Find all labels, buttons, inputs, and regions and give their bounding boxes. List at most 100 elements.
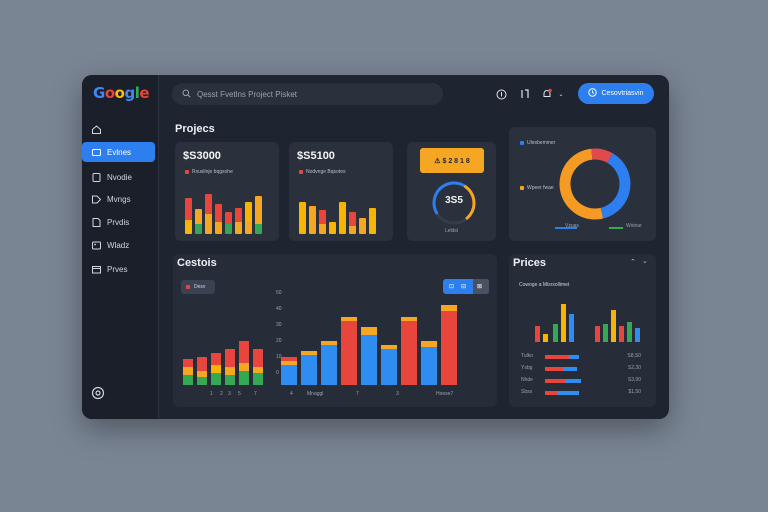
sidebar-item-prves[interactable]: Prves: [82, 259, 159, 279]
bar: [319, 210, 326, 234]
bar: [255, 196, 262, 234]
price-value: S2,30: [627, 365, 641, 371]
metric-bar-chart: [185, 193, 262, 234]
legend-label: Wpeer fwae: [527, 185, 554, 191]
metric-card-1[interactable]: $S3000 Rxuslinje bqgsohe: [175, 142, 279, 241]
search-input[interactable]: Qesst Fvetlns Project Pisket: [197, 89, 298, 99]
logo-letter: o: [104, 84, 115, 102]
bar-segment: [369, 208, 376, 234]
price-row[interactable]: Tulko S8,S0: [519, 353, 651, 361]
costs-bar-chart: [181, 292, 481, 390]
bar-segment: [349, 212, 356, 226]
bar-segment: [197, 377, 207, 385]
bar-segment: [205, 194, 212, 214]
metric-card-2[interactable]: $S5100 Nodvnge Bqsotes: [289, 142, 393, 241]
chevron-down-icon[interactable]: ⌄: [642, 258, 648, 265]
x-tick: Mnaggl: [307, 391, 324, 397]
bar-segment: [281, 357, 297, 361]
filter-dropdown[interactable]: Desv: [181, 280, 215, 294]
price-label: Nhde: [521, 377, 533, 383]
bar-segment: [239, 363, 249, 371]
settings-icon[interactable]: [91, 386, 105, 405]
view-toggle[interactable]: ⊡ ⊟ ⊠: [443, 279, 489, 294]
prices-subtitle: Cowoge a Misrsollimet: [519, 282, 570, 288]
chevron-down-icon[interactable]: ⌄: [558, 91, 564, 98]
gauge-arc: [432, 181, 476, 225]
bar-segment: [309, 206, 316, 234]
bar-segment: [441, 311, 457, 385]
sidebar-item-wladz[interactable]: Wladz: [82, 235, 159, 255]
file-icon: [91, 217, 102, 228]
y-tick: 20: [276, 338, 282, 344]
chevron-up-icon[interactable]: ⌃: [630, 259, 636, 266]
bar: [309, 206, 316, 234]
bar-segment: [321, 345, 337, 385]
donut-card[interactable]: Ulesbemmer Wpeer fwae Vzuas Woinar: [509, 127, 656, 241]
x-tick: 3: [396, 391, 399, 397]
bar-segment: [183, 359, 193, 367]
search-bar[interactable]: Qesst Fvetlns Project Pisket: [172, 83, 443, 105]
footer-swatch: [609, 227, 623, 229]
legend-swatch: [520, 141, 524, 145]
bar: [339, 202, 346, 234]
y-tick: 30: [276, 322, 282, 328]
bar: [245, 202, 252, 234]
bar-segment: [329, 222, 336, 234]
sidebar-item-label: Prves: [107, 264, 128, 274]
box-icon: [91, 264, 102, 275]
projects-title: Projecs: [175, 123, 215, 135]
bar-segment: [341, 321, 357, 385]
bar: [595, 326, 600, 342]
sidebar-item-label: Prvdis: [107, 217, 130, 227]
sidebar-item-prvdis[interactable]: Prvdis: [82, 212, 159, 232]
sidebar-item-nvodie[interactable]: Nvodie: [82, 167, 159, 187]
bar: [195, 209, 202, 234]
bar: [627, 322, 632, 342]
price-row[interactable]: Ysbg S2,30: [519, 365, 651, 373]
bar-segment: [349, 226, 356, 234]
logo-letter: l: [134, 84, 140, 102]
price-row[interactable]: Sbss $1,50: [519, 389, 651, 397]
bar: [185, 198, 192, 234]
sidebar-item-label: Mvngs: [107, 194, 131, 204]
metric-subtitle-text: Rxuslinje bqgsohe: [192, 169, 233, 175]
gauge-card[interactable]: ⚠ $ 2 8 1 8 3S5 Leldsl: [407, 142, 496, 241]
sidebar-item-home[interactable]: [82, 119, 159, 139]
footer-label: Woinar: [626, 223, 642, 229]
prices-bar-chart: [517, 294, 647, 342]
gauge-value: 3S5: [445, 195, 463, 206]
primary-action-button[interactable]: Cesovtriasvin: [578, 83, 654, 104]
bar-segment: [225, 375, 235, 385]
sidebar-item-mvngs[interactable]: Mvngs: [82, 189, 159, 209]
google-logo[interactable]: Google: [93, 84, 150, 102]
app-window: Google Evlnes Nvodie Mvngs: [82, 75, 669, 419]
bar-segment: [185, 220, 192, 234]
bar: [535, 326, 540, 342]
user-icon[interactable]: [518, 87, 532, 101]
bar: [561, 304, 566, 342]
view-toggle-off[interactable]: [473, 279, 489, 294]
footer-label: Vzuas: [565, 223, 579, 229]
y-tick: 50: [276, 290, 282, 296]
sidebar-item-evlnes[interactable]: Evlnes: [82, 142, 155, 162]
info-icon[interactable]: [494, 87, 508, 101]
bar: [611, 310, 616, 342]
x-tick: 3: [228, 391, 231, 397]
bar-segment: [255, 196, 262, 224]
bar: [603, 324, 608, 342]
bar-segment: [299, 202, 306, 234]
bar-segment: [255, 224, 262, 234]
x-tick: 2: [220, 391, 223, 397]
bell-icon[interactable]: [540, 87, 554, 101]
y-tick: 0: [276, 370, 279, 376]
bar-segment: [301, 351, 317, 355]
bar-segment: [183, 367, 193, 375]
prices-panel: Prices ⌃ ⌄ Cowoge a Misrsollimet Tulko S8…: [509, 254, 656, 407]
price-row[interactable]: Nhde S3,90: [519, 377, 651, 385]
bar-segment: [211, 353, 221, 365]
donut-chart: [559, 148, 631, 220]
bar-segment: [239, 341, 249, 363]
x-tick: 1: [210, 391, 213, 397]
bar: [225, 212, 232, 234]
bar-segment: [301, 355, 317, 385]
